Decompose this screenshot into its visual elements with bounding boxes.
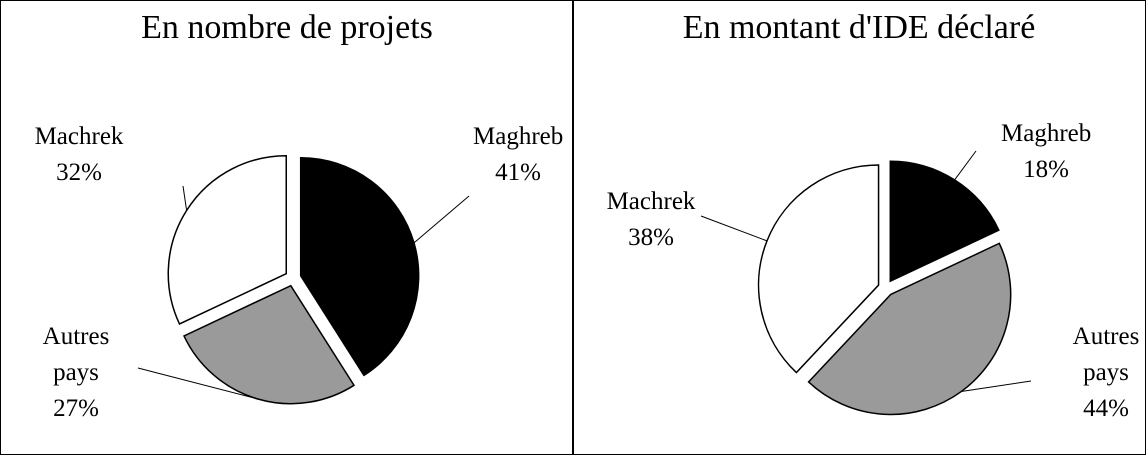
slice-label: Autres pays 27% <box>31 319 121 427</box>
chart-title: En montant d'IDE déclaré <box>682 9 1036 46</box>
category-label: Maghreb <box>473 123 564 150</box>
chart-panel: En nombre de projets Maghreb 41% Autres pay… <box>0 0 574 455</box>
category-label: Machrek <box>34 123 124 150</box>
value-label: 18% <box>1023 156 1069 183</box>
slice-label: Maghreb 41% <box>473 119 563 191</box>
leader-line <box>182 185 188 211</box>
value-label: 32% <box>56 159 102 186</box>
leader-line <box>137 367 258 400</box>
pie-chart <box>700 150 1032 416</box>
pie-slice <box>889 160 1000 283</box>
chart-title: En nombre de projets <box>141 9 433 46</box>
category-label: Autres pays <box>42 323 110 386</box>
leader-line <box>961 380 1032 393</box>
pie-slice <box>182 284 356 405</box>
chart-panel: En montant d'IDE déclaré Maghreb 18% Autres… <box>572 0 1146 455</box>
value-label: 41% <box>495 159 541 186</box>
slice-label: Machrek 38% <box>606 184 696 256</box>
slice-label: Maghreb 18% <box>1001 116 1091 188</box>
pie-chart <box>137 154 470 405</box>
slice-label: Autres pays 44% <box>1061 319 1146 427</box>
value-label: 27% <box>53 395 99 422</box>
category-label: Machrek <box>606 188 696 215</box>
leader-line <box>413 195 470 244</box>
pie-slice <box>167 154 287 325</box>
category-label: Maghreb <box>1001 120 1092 147</box>
leader-line <box>954 150 977 181</box>
pie-slice <box>807 242 1012 416</box>
pie-slice <box>757 164 880 374</box>
leader-line <box>700 215 768 242</box>
category-label: Autres pays <box>1072 323 1140 386</box>
value-label: 44% <box>1083 395 1129 422</box>
value-label: 38% <box>628 224 674 251</box>
slice-label: Machrek 32% <box>34 119 124 191</box>
